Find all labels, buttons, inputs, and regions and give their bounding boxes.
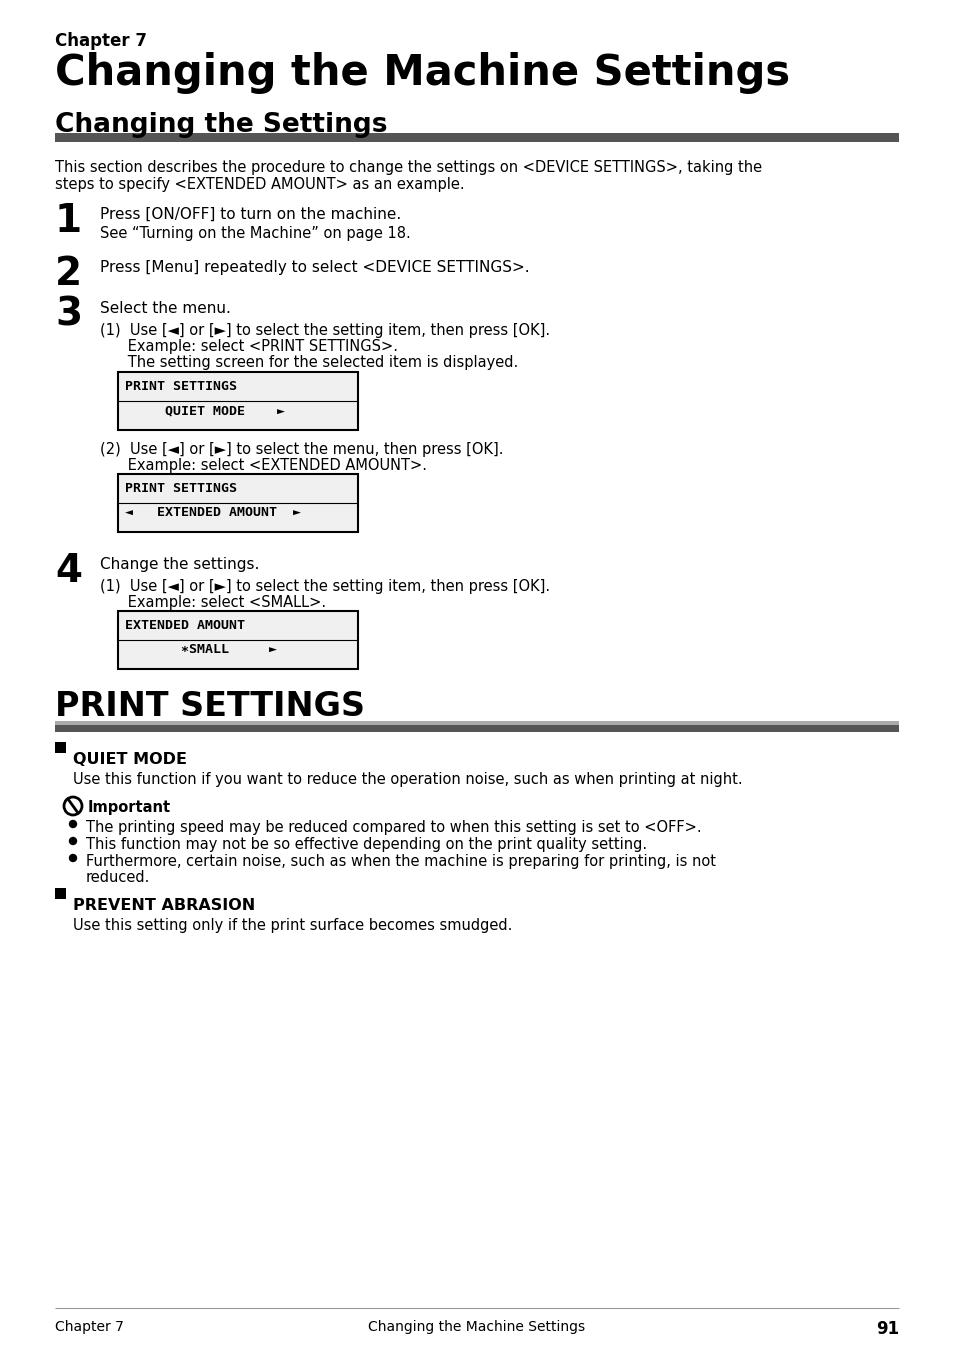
Bar — [55, 725, 898, 731]
Bar — [55, 742, 66, 753]
Bar — [118, 475, 357, 531]
Text: steps to specify <EXTENDED AMOUNT> as an example.: steps to specify <EXTENDED AMOUNT> as an… — [55, 177, 464, 192]
Text: Changing the Settings: Changing the Settings — [55, 112, 387, 138]
Bar — [55, 888, 66, 899]
Text: Changing the Machine Settings: Changing the Machine Settings — [55, 51, 789, 95]
Text: Example: select <PRINT SETTINGS>.: Example: select <PRINT SETTINGS>. — [100, 339, 397, 354]
Text: Example: select <SMALL>.: Example: select <SMALL>. — [100, 595, 326, 610]
Bar — [118, 611, 357, 669]
Text: Use this function if you want to reduce the operation noise, such as when printi: Use this function if you want to reduce … — [73, 772, 741, 787]
Text: Furthermore, certain noise, such as when the machine is preparing for printing, : Furthermore, certain noise, such as when… — [86, 854, 716, 869]
Text: Chapter 7: Chapter 7 — [55, 32, 147, 50]
Text: PRINT SETTINGS: PRINT SETTINGS — [125, 483, 236, 495]
Text: This function may not be so effective depending on the print quality setting.: This function may not be so effective de… — [86, 837, 646, 852]
Text: Select the menu.: Select the menu. — [100, 301, 231, 316]
Bar — [55, 721, 898, 725]
Text: PRINT SETTINGS: PRINT SETTINGS — [125, 380, 236, 393]
Text: Press [ON/OFF] to turn on the machine.: Press [ON/OFF] to turn on the machine. — [100, 207, 401, 222]
Circle shape — [70, 854, 76, 861]
Text: EXTENDED AMOUNT: EXTENDED AMOUNT — [125, 619, 245, 631]
Text: Changing the Machine Settings: Changing the Machine Settings — [368, 1320, 585, 1334]
Text: 1: 1 — [55, 201, 82, 241]
Text: Change the settings.: Change the settings. — [100, 557, 259, 572]
Text: 4: 4 — [55, 552, 82, 589]
Text: Press [Menu] repeatedly to select <DEVICE SETTINGS>.: Press [Menu] repeatedly to select <DEVIC… — [100, 260, 529, 274]
Circle shape — [70, 837, 76, 845]
Text: ∗SMALL     ►: ∗SMALL ► — [125, 644, 276, 656]
Text: (1)  Use [◄] or [►] to select the setting item, then press [OK].: (1) Use [◄] or [►] to select the setting… — [100, 323, 550, 338]
Circle shape — [70, 821, 76, 827]
Text: Important: Important — [88, 800, 171, 815]
Text: Chapter 7: Chapter 7 — [55, 1320, 124, 1334]
Text: QUIET MODE: QUIET MODE — [73, 752, 187, 767]
Text: 2: 2 — [55, 256, 82, 293]
Text: PREVENT ABRASION: PREVENT ABRASION — [73, 898, 255, 913]
Text: The setting screen for the selected item is displayed.: The setting screen for the selected item… — [100, 356, 517, 370]
Text: See “Turning on the Machine” on page 18.: See “Turning on the Machine” on page 18. — [100, 226, 411, 241]
Text: Use this setting only if the print surface becomes smudged.: Use this setting only if the print surfa… — [73, 918, 512, 933]
Text: 3: 3 — [55, 296, 82, 334]
Text: Example: select <EXTENDED AMOUNT>.: Example: select <EXTENDED AMOUNT>. — [100, 458, 427, 473]
Text: reduced.: reduced. — [86, 869, 151, 886]
Text: ◄   EXTENDED AMOUNT  ►: ◄ EXTENDED AMOUNT ► — [125, 506, 301, 519]
Text: (2)  Use [◄] or [►] to select the menu, then press [OK].: (2) Use [◄] or [►] to select the menu, t… — [100, 442, 503, 457]
Bar — [118, 372, 357, 430]
Text: QUIET MODE    ►: QUIET MODE ► — [125, 404, 285, 416]
Bar — [55, 132, 898, 142]
Text: (1)  Use [◄] or [►] to select the setting item, then press [OK].: (1) Use [◄] or [►] to select the setting… — [100, 579, 550, 594]
Text: PRINT SETTINGS: PRINT SETTINGS — [55, 690, 365, 723]
Text: The printing speed may be reduced compared to when this setting is set to <OFF>.: The printing speed may be reduced compar… — [86, 821, 700, 836]
Text: This section describes the procedure to change the settings on <DEVICE SETTINGS>: This section describes the procedure to … — [55, 160, 761, 174]
Text: 91: 91 — [875, 1320, 898, 1338]
